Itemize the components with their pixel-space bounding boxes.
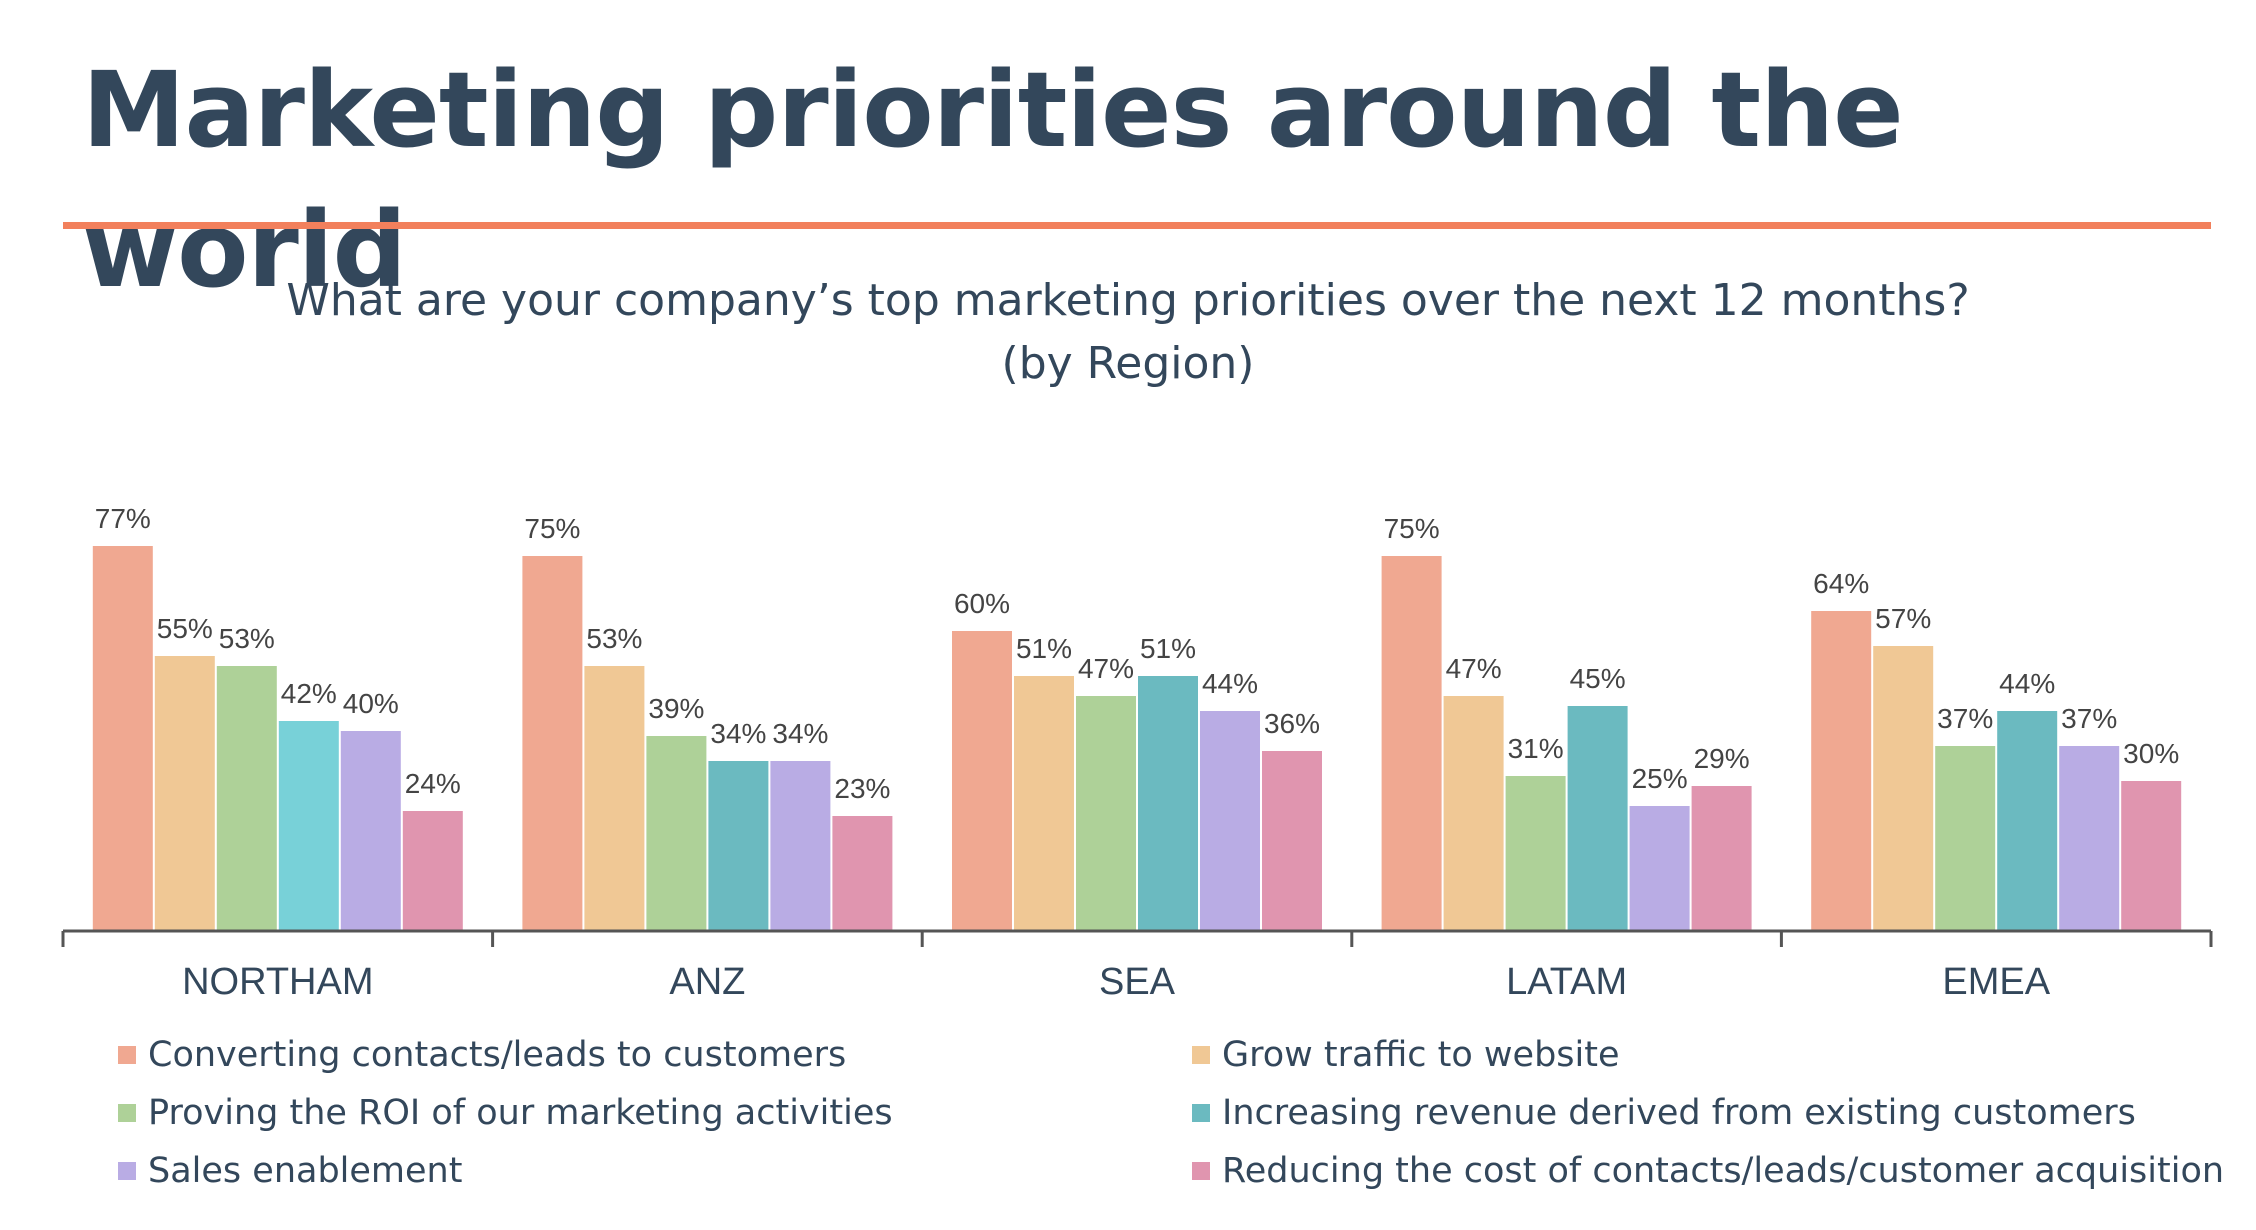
- x-tick-label: LATAM: [1506, 961, 1627, 1003]
- chart-subtitle-region: (by Region): [1001, 338, 1255, 389]
- x-tick-label: ANZ: [669, 961, 745, 1003]
- chart-subtitle: What are your company’s top marketing pr…: [286, 275, 1970, 326]
- data-label-latam-s4: 45%: [1570, 663, 1626, 694]
- data-label-sea-s1: 60%: [954, 588, 1010, 619]
- bar-anz-s4: [708, 761, 769, 931]
- legend-swatch: [1192, 1046, 1210, 1064]
- data-label-anz-s4: 34%: [710, 718, 766, 749]
- bar-sea-s1: [952, 631, 1012, 931]
- data-label-northam-s3: 53%: [219, 623, 275, 654]
- bar-anz-s3: [646, 736, 707, 931]
- bar-sea-s2: [1014, 676, 1074, 931]
- data-label-sea-s4: 51%: [1140, 633, 1196, 664]
- bar-anz-s2: [584, 666, 645, 931]
- data-label-emea-s1: 64%: [1813, 568, 1869, 599]
- legend-item: Converting contacts/leads to customers: [118, 1027, 846, 1083]
- data-label-latam-s5: 25%: [1632, 763, 1688, 794]
- title-divider: [63, 222, 2211, 229]
- data-label-anz-s6: 23%: [834, 773, 890, 804]
- bar-anz-s1: [522, 556, 583, 931]
- x-tick-label: NORTHAM: [182, 961, 373, 1003]
- bar-emea-s3: [1935, 746, 1996, 931]
- data-label-sea-s5: 44%: [1202, 668, 1258, 699]
- bar-sea-s6: [1262, 751, 1322, 931]
- bar-emea-s6: [2121, 781, 2182, 931]
- bar-latam-s5: [1629, 806, 1690, 931]
- data-label-emea-s2: 57%: [1875, 603, 1931, 634]
- data-label-anz-s3: 39%: [648, 693, 704, 724]
- data-label-anz-s5: 34%: [772, 718, 828, 749]
- bar-latam-s1: [1381, 556, 1442, 931]
- data-label-anz-s1: 75%: [524, 513, 580, 544]
- bar-sea-s5: [1200, 711, 1260, 931]
- legend-label: Sales enablement: [148, 1151, 463, 1191]
- legend-label: Reducing the cost of contacts/leads/cust…: [1222, 1151, 2225, 1191]
- bar-northam-s6: [402, 811, 463, 931]
- bar-latam-s6: [1691, 786, 1752, 931]
- legend-label: Proving the ROI of our marketing activit…: [148, 1093, 893, 1133]
- bar-anz-s6: [832, 816, 893, 931]
- data-label-northam-s5: 40%: [343, 688, 399, 719]
- bar-emea-s1: [1811, 611, 1872, 931]
- data-label-emea-s6: 30%: [2123, 738, 2179, 769]
- legend-swatch: [1192, 1104, 1210, 1122]
- x-tick-label: EMEA: [1942, 961, 2050, 1003]
- data-label-anz-s2: 53%: [586, 623, 642, 654]
- data-label-latam-s6: 29%: [1694, 743, 1750, 774]
- bar-northam-s2: [154, 656, 215, 931]
- legend-swatch: [118, 1046, 136, 1064]
- bar-northam-s1: [92, 546, 153, 931]
- legend-item: Sales enablement: [118, 1143, 462, 1199]
- page-title: Marketing priorities around the world: [82, 49, 1904, 311]
- data-label-sea-s3: 47%: [1078, 653, 1134, 684]
- legend-item: Proving the ROI of our marketing activit…: [118, 1085, 893, 1141]
- data-label-latam-s3: 31%: [1508, 733, 1564, 764]
- data-label-emea-s3: 37%: [1937, 703, 1993, 734]
- legend-swatch: [1192, 1162, 1210, 1180]
- bar-northam-s4: [278, 721, 339, 931]
- data-label-northam-s2: 55%: [157, 613, 213, 644]
- bar-emea-s5: [2059, 746, 2120, 931]
- legend-label: Increasing revenue derived from existing…: [1222, 1093, 2136, 1133]
- data-label-latam-s2: 47%: [1446, 653, 1502, 684]
- bar-latam-s4: [1567, 706, 1628, 931]
- bar-sea-s4: [1138, 676, 1198, 931]
- bar-northam-s3: [216, 666, 277, 931]
- data-label-sea-s2: 51%: [1016, 633, 1072, 664]
- legend-item: Increasing revenue derived from existing…: [1192, 1085, 2136, 1141]
- legend-swatch: [118, 1162, 136, 1180]
- bar-anz-s5: [770, 761, 831, 931]
- data-label-emea-s5: 37%: [2061, 703, 2117, 734]
- bar-latam-s3: [1505, 776, 1566, 931]
- data-label-northam-s4: 42%: [281, 678, 337, 709]
- x-tick-label: SEA: [1099, 961, 1176, 1003]
- legend-label: Converting contacts/leads to customers: [148, 1035, 847, 1075]
- bar-emea-s4: [1997, 711, 2058, 931]
- legend-item: Grow traffic to website: [1192, 1027, 1620, 1083]
- legend-label: Grow traffic to website: [1222, 1035, 1620, 1075]
- legend-item: Reducing the cost of contacts/leads/cust…: [1192, 1143, 2224, 1199]
- data-label-emea-s4: 44%: [1999, 668, 2055, 699]
- data-label-latam-s1: 75%: [1384, 513, 1440, 544]
- bar-emea-s2: [1873, 646, 1934, 931]
- data-label-northam-s6: 24%: [405, 768, 461, 799]
- data-label-sea-s6: 36%: [1264, 708, 1320, 739]
- bar-latam-s2: [1443, 696, 1504, 931]
- data-label-northam-s1: 77%: [95, 503, 151, 534]
- bar-sea-s3: [1076, 696, 1136, 931]
- legend-swatch: [118, 1104, 136, 1122]
- bar-northam-s5: [340, 731, 401, 931]
